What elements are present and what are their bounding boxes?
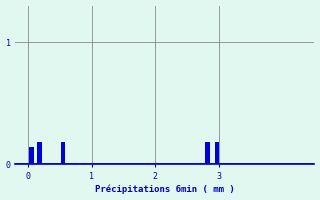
Bar bbox=[215, 142, 219, 164]
Bar bbox=[205, 142, 210, 164]
Bar bbox=[61, 142, 65, 164]
Bar bbox=[29, 147, 34, 164]
Bar bbox=[37, 142, 42, 164]
X-axis label: Précipitations 6min ( mm ): Précipitations 6min ( mm ) bbox=[95, 185, 235, 194]
